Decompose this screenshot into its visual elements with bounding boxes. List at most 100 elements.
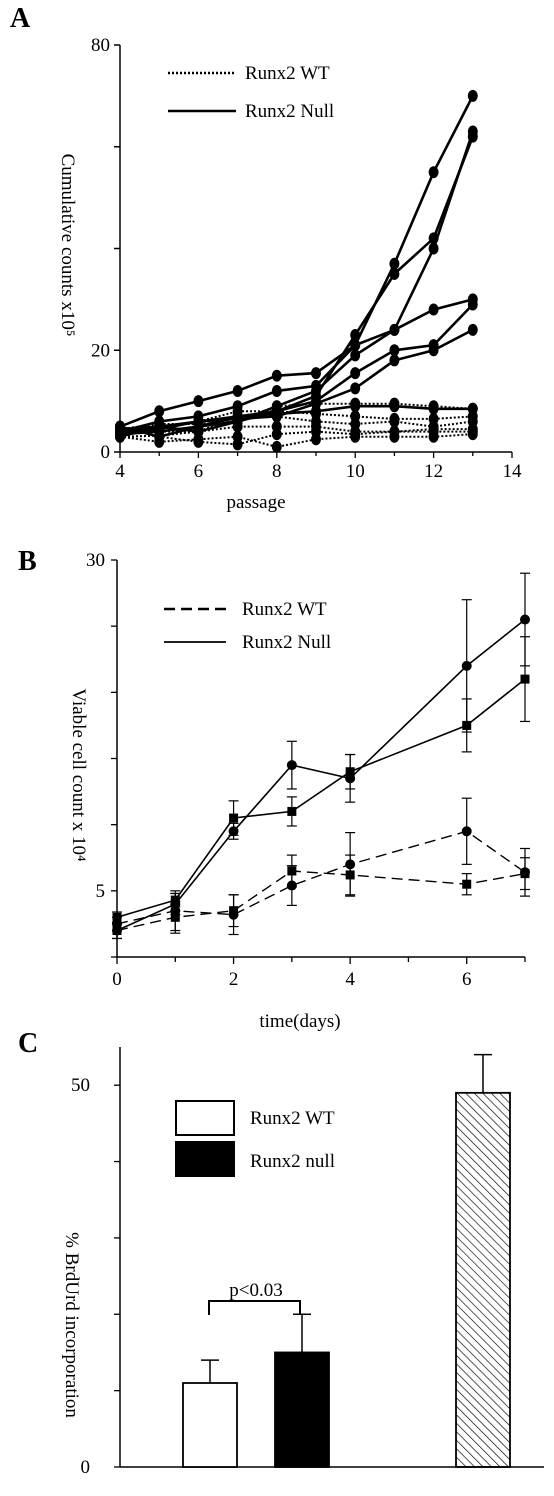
data-point: [461, 660, 472, 671]
data-point: [389, 412, 400, 425]
panel-c-letter: C: [18, 1028, 38, 1059]
legend-label-runx2-null: Runx2 Null: [242, 632, 331, 653]
data-point: [193, 415, 204, 428]
x-tick-label: 0: [112, 969, 122, 990]
data-point: [345, 870, 355, 880]
data-point: [271, 384, 282, 397]
legend-label-runx2-wt: Runx2 WT: [242, 599, 327, 620]
data-point: [228, 909, 239, 920]
series-line: [119, 303, 474, 436]
y-tick-label: 50: [71, 1075, 90, 1096]
data-point: [428, 402, 439, 415]
data-point: [389, 425, 400, 438]
data-point: [428, 242, 439, 255]
data-point: [345, 859, 356, 870]
panel-a-legend: Runx2 WT Runx2 Null: [168, 63, 334, 122]
panel-a-letter: A: [10, 3, 31, 34]
y-tick-label: 80: [91, 35, 110, 56]
data-point: [350, 400, 361, 413]
data-point: [389, 354, 400, 367]
panel-b-points: [112, 614, 530, 936]
data-point: [350, 328, 361, 341]
data-point: [229, 813, 239, 823]
x-tick-label: 14: [503, 461, 523, 482]
data-point: [467, 402, 478, 415]
panel-c-bars: [182, 1053, 511, 1468]
x-tick-label: 8: [272, 461, 282, 482]
data-point: [461, 826, 472, 837]
data-point: [271, 369, 282, 382]
data-point: [232, 384, 243, 397]
data-point: [467, 125, 478, 138]
series-line: [119, 425, 473, 446]
significance-bracket: p<0.03: [208, 1280, 301, 1315]
x-tick-label: 4: [115, 461, 125, 482]
series-line: [119, 136, 475, 439]
data-point: [350, 425, 361, 438]
x-tick-label: 4: [345, 969, 355, 990]
legend-swatch-black: [175, 1141, 235, 1177]
panel-b-letter: B: [18, 546, 37, 577]
data-point: [428, 425, 439, 438]
series-line: [120, 425, 473, 433]
panel-c-ylabel: % BrdUrd incorporation: [61, 1232, 82, 1418]
data-point: [389, 344, 400, 357]
data-point: [271, 420, 282, 433]
y-tick-label: 30: [86, 550, 105, 571]
x-tick-label: 6: [462, 969, 472, 990]
data-point: [311, 367, 321, 380]
data-point: [462, 720, 472, 730]
bar: [182, 1382, 238, 1468]
data-point: [311, 433, 321, 446]
data-point: [467, 298, 478, 311]
series-line: [119, 131, 475, 433]
data-point: [287, 806, 297, 816]
data-point: [228, 826, 239, 837]
data-point: [389, 323, 400, 336]
data-point: [389, 257, 400, 270]
data-point: [520, 674, 530, 684]
legend-label-runx2-wt: Runx2 WT: [250, 1108, 335, 1129]
data-point: [428, 303, 439, 316]
data-point: [286, 880, 297, 891]
data-point: [232, 400, 243, 413]
series-line: [119, 328, 474, 433]
data-point: [112, 912, 122, 922]
data-point: [311, 420, 321, 433]
data-point: [467, 323, 478, 336]
data-point: [193, 395, 204, 408]
legend-label-runx2-null: Runx2 Null: [245, 101, 334, 122]
data-point: [428, 166, 439, 179]
bar: [274, 1351, 330, 1468]
series-line: [119, 415, 473, 438]
panel-a-xlabel: passage: [226, 492, 285, 513]
data-point: [428, 344, 439, 357]
data-point: [467, 425, 478, 438]
series-line: [119, 433, 473, 448]
data-point: [350, 339, 361, 352]
panel-b-ylabel: Viable cell count x 10⁴: [68, 688, 89, 862]
panel-a-axes: 0 20 80 4 6 8 10 12 14: [91, 35, 522, 482]
y-tick-label: 20: [91, 340, 110, 361]
data-point: [428, 232, 439, 245]
x-tick-label: 6: [194, 461, 204, 482]
bracket-line: [208, 1300, 301, 1315]
data-point: [520, 614, 530, 625]
data-point: [154, 420, 165, 433]
data-point: [462, 879, 472, 889]
x-tick-label: 12: [424, 461, 443, 482]
panel-b-axes: 5 30 0 2 4 6: [86, 550, 526, 990]
data-point: [350, 349, 361, 362]
panel-b-legend: Runx2 WT Runx2 Null: [164, 599, 331, 653]
y-tick-label: 0: [81, 1457, 91, 1478]
data-point: [154, 405, 165, 418]
data-point: [428, 412, 439, 425]
p-value-label: p<0.03: [229, 1280, 282, 1301]
legend-label-runx2-null: Runx2 null: [250, 1151, 335, 1172]
series-line: [119, 410, 473, 433]
panel-b-xlabel: time(days): [259, 1011, 340, 1032]
panel-b: B 5 30 0 2 4 6 Runx2 WT Runx2 Null time(days)…: [18, 546, 530, 1032]
data-point: [112, 925, 122, 936]
data-point: [311, 405, 321, 418]
